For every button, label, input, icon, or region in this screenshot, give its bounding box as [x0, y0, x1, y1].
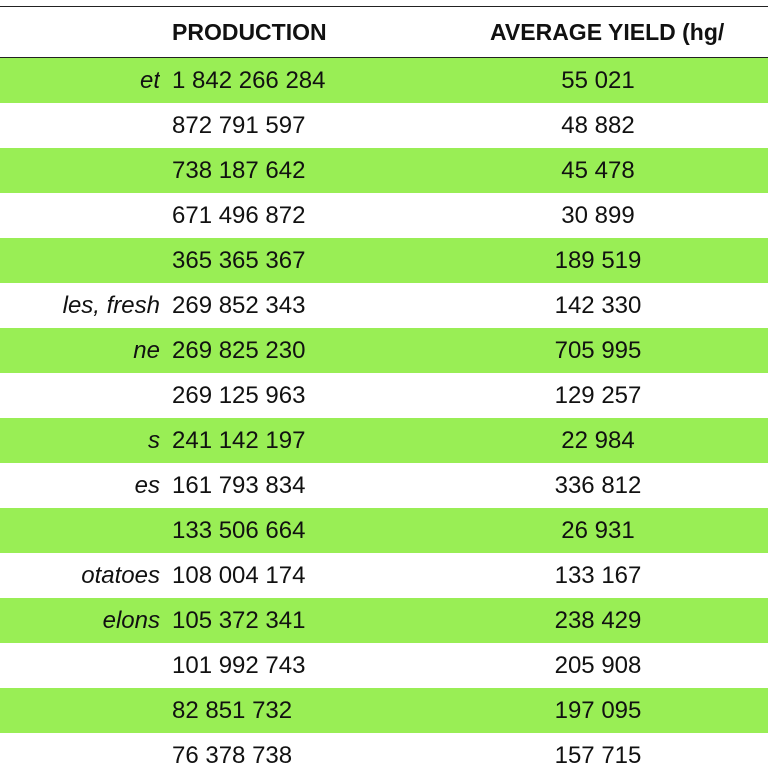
- average-yield-value: 205 908: [554, 651, 642, 679]
- crop-name-cell: [0, 103, 160, 148]
- table-row: les, fresh 269 852 343 142 330: [0, 283, 768, 328]
- average-yield-cell: 30 899: [490, 193, 768, 238]
- production-cell: 269 825 230: [172, 336, 306, 364]
- production-cell: 738 187 642: [172, 156, 306, 184]
- production-cell: 1 842 266 284: [172, 66, 326, 94]
- production-cell: 133 506 664: [172, 516, 306, 544]
- average-yield-value: 189 519: [554, 246, 642, 274]
- crop-name-cell: [0, 373, 160, 418]
- average-yield-value: 705 995: [554, 336, 642, 364]
- table-header-row: PRODUCTION AVERAGE YIELD (hg/: [0, 7, 768, 58]
- production-cell: 872 791 597: [172, 111, 306, 139]
- crop-name-cell: [0, 193, 160, 238]
- average-yield-cell: 22 984: [490, 418, 768, 463]
- crop-name-cell: [0, 148, 160, 193]
- crop-name-cell: [0, 688, 160, 733]
- production-cell: 671 496 872: [172, 201, 306, 229]
- production-cell: 365 365 367: [172, 246, 306, 274]
- crop-name-cell: et: [139, 66, 160, 94]
- average-yield-value: 22 984: [561, 426, 635, 454]
- crop-name-cell: otatoes: [81, 561, 160, 589]
- average-yield-value: 133 167: [554, 561, 642, 589]
- average-yield-cell: 133 167: [490, 553, 768, 598]
- average-yield-value: 238 429: [554, 606, 642, 634]
- table-row: 76 378 738 157 715: [0, 733, 768, 778]
- table-row: 101 992 743 205 908: [0, 643, 768, 688]
- average-yield-cell: 45 478: [490, 148, 768, 193]
- average-yield-value: 48 882: [561, 111, 635, 139]
- average-yield-cell: 157 715: [490, 733, 768, 778]
- average-yield-value: 26 931: [561, 516, 635, 544]
- table-row: es 161 793 834 336 812: [0, 463, 768, 508]
- average-yield-cell: 129 257: [490, 373, 768, 418]
- table-row: et 1 842 266 284 55 021: [0, 58, 768, 103]
- average-yield-cell: 142 330: [490, 283, 768, 328]
- average-yield-value: 30 899: [561, 201, 635, 229]
- crop-name-cell: es: [134, 471, 160, 499]
- table-row: 738 187 642 45 478: [0, 148, 768, 193]
- crop-name-cell: elons: [102, 606, 160, 634]
- header-production: PRODUCTION: [172, 18, 327, 45]
- production-cell: 76 378 738: [172, 741, 293, 769]
- table-top-rule: [0, 6, 768, 7]
- table-row: 872 791 597 48 882: [0, 103, 768, 148]
- crop-name-cell: [0, 733, 160, 778]
- table-body: et 1 842 266 284 55 021 872 791 597 48 882 73…: [0, 58, 768, 778]
- average-yield-value: 142 330: [554, 291, 642, 319]
- average-yield-cell: 197 095: [490, 688, 768, 733]
- crop-name-cell: ne: [133, 336, 160, 364]
- production-cell: 269 125 963: [172, 381, 306, 409]
- table-row: elons 105 372 341 238 429: [0, 598, 768, 643]
- table-row: 133 506 664 26 931: [0, 508, 768, 553]
- crop-name-cell: [0, 643, 160, 688]
- average-yield-cell: 205 908: [490, 643, 768, 688]
- average-yield-cell: 189 519: [490, 238, 768, 283]
- average-yield-cell: 336 812: [490, 463, 768, 508]
- production-cell: 101 992 743: [172, 651, 306, 679]
- average-yield-cell: 55 021: [490, 58, 768, 103]
- average-yield-value: 336 812: [554, 471, 642, 499]
- production-cell: 161 793 834: [172, 471, 306, 499]
- average-yield-cell: 238 429: [490, 598, 768, 643]
- production-cell: 108 004 174: [172, 561, 306, 589]
- header-average-yield: AVERAGE YIELD (hg/: [490, 18, 725, 45]
- table-row: ne 269 825 230 705 995: [0, 328, 768, 373]
- production-cell: 269 852 343: [172, 291, 306, 319]
- average-yield-cell: 48 882: [490, 103, 768, 148]
- production-cell: 105 372 341: [172, 606, 306, 634]
- average-yield-value: 197 095: [554, 696, 642, 724]
- production-cell: 241 142 197: [172, 426, 306, 454]
- table-row: s 241 142 197 22 984: [0, 418, 768, 463]
- crop-name-cell: [0, 238, 160, 283]
- crop-production-table: PRODUCTION AVERAGE YIELD (hg/ et 1 842 26…: [0, 6, 768, 778]
- crop-name-cell: [0, 508, 160, 553]
- average-yield-value: 157 715: [554, 741, 642, 769]
- crop-name-cell: s: [148, 426, 160, 454]
- average-yield-cell: 705 995: [490, 328, 768, 373]
- average-yield-cell: 26 931: [490, 508, 768, 553]
- crop-name-cell: les, fresh: [62, 291, 160, 319]
- table-row: 269 125 963 129 257: [0, 373, 768, 418]
- average-yield-value: 129 257: [554, 381, 642, 409]
- table-row: otatoes 108 004 174 133 167: [0, 553, 768, 598]
- table-row: 82 851 732 197 095: [0, 688, 768, 733]
- average-yield-value: 45 478: [561, 156, 635, 184]
- table-row: 671 496 872 30 899: [0, 193, 768, 238]
- table-row: 365 365 367 189 519: [0, 238, 768, 283]
- production-cell: 82 851 732: [172, 696, 293, 724]
- average-yield-value: 55 021: [561, 66, 635, 94]
